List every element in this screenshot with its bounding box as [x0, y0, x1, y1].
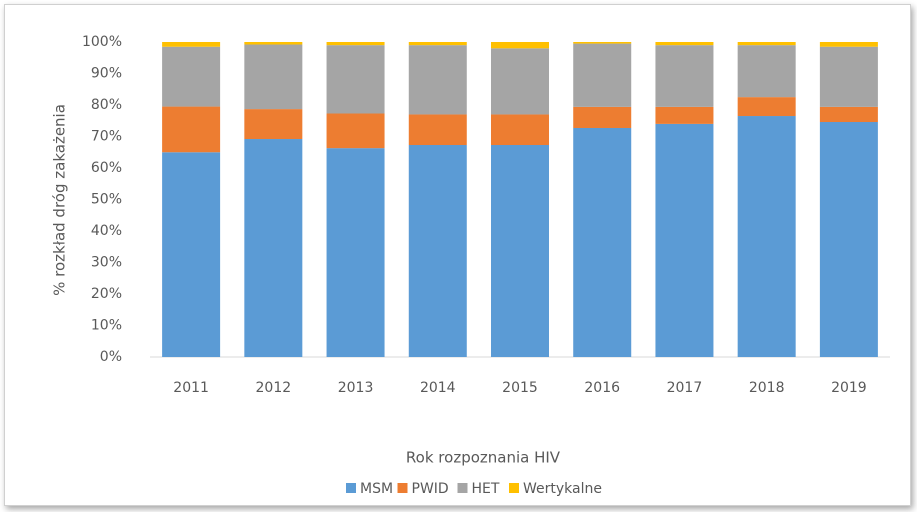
bar-segment	[655, 45, 714, 107]
legend-label: PWID	[412, 481, 449, 497]
legend-label: HET	[472, 481, 500, 497]
y-axis-title: % rozkład dróg zakażenia	[51, 104, 69, 296]
legend-swatch	[346, 483, 356, 493]
bar-segment	[819, 106, 878, 123]
bar-segment	[737, 45, 796, 98]
legend-label: MSM	[360, 481, 393, 497]
bar-segment	[573, 127, 632, 358]
legend-label: Wertykalne	[523, 481, 602, 497]
legend-swatch	[457, 483, 468, 493]
bar-segment	[162, 106, 221, 153]
y-tick-label: 20%	[91, 286, 122, 302]
bar-segment	[326, 45, 385, 114]
bar-segment	[819, 42, 878, 47]
x-tick-label: 2012	[256, 380, 292, 396]
bar-segment	[244, 109, 303, 140]
x-tick-label: 2015	[502, 380, 538, 396]
y-tick-label: 10%	[91, 318, 122, 334]
y-tick-label: 70%	[91, 129, 122, 145]
bar-segment	[655, 42, 714, 46]
y-tick-label: 90%	[91, 66, 122, 82]
x-tick-label: 2011	[173, 380, 209, 396]
bar-segment	[408, 145, 467, 357]
bar-segment	[491, 48, 549, 115]
bar-segment	[162, 152, 221, 357]
bar-segment	[655, 106, 714, 124]
bar-segment	[408, 114, 467, 146]
bar-segment	[244, 139, 303, 357]
bar-segment	[737, 97, 796, 117]
legend-swatch	[397, 483, 408, 493]
y-tick-label: 50%	[91, 192, 122, 208]
x-tick-label: 2017	[667, 380, 703, 396]
y-tick-label: 60%	[91, 160, 122, 176]
bar-segment	[819, 46, 878, 107]
bar-segment	[162, 42, 221, 47]
x-tick-label: 2014	[420, 380, 456, 396]
x-tick-label: 2019	[831, 380, 867, 396]
y-tick-label: 100%	[82, 34, 122, 50]
y-tick-label: 0%	[100, 349, 122, 365]
bar-segment	[408, 45, 467, 115]
bar-segment	[737, 42, 796, 46]
bar-segment	[326, 148, 385, 357]
bar-segment	[244, 42, 303, 45]
x-tick-label: 2016	[584, 380, 620, 396]
bar-segment	[326, 113, 385, 149]
bar-segment	[819, 122, 878, 357]
bar-segment	[573, 43, 632, 107]
bar-segment	[491, 42, 549, 49]
bar-segment	[655, 123, 714, 358]
bar-segment	[491, 114, 549, 146]
bar-segment	[244, 44, 303, 110]
y-tick-label: 30%	[91, 255, 122, 271]
bar-segment	[162, 46, 221, 107]
x-tick-label: 2018	[749, 380, 785, 396]
x-tick-label: 2013	[338, 380, 374, 396]
bar-segment	[573, 106, 632, 128]
bar-segment	[737, 116, 796, 358]
bar-segment	[408, 42, 467, 46]
legend-swatch	[509, 483, 519, 493]
y-tick-label: 40%	[91, 223, 122, 239]
y-tick-label: 80%	[91, 97, 122, 113]
x-axis-title: Rok rozpoznania HIV	[406, 449, 561, 467]
bar-segment	[573, 42, 632, 44]
bar-segment	[326, 42, 385, 46]
bar-segment	[491, 145, 549, 357]
